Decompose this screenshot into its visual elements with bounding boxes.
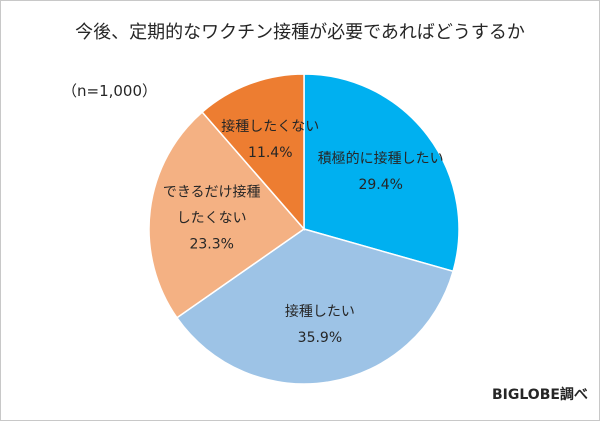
slice-category-label: したくない (177, 211, 247, 227)
slice-data-label: 接種したくない 11.4% (221, 118, 319, 161)
pie-slice (201, 73, 305, 232)
slice-data-label: できるだけ接種したくない 23.3% (163, 184, 261, 253)
pie-slice (148, 111, 306, 319)
slice-value-label: 29.4% (358, 177, 402, 193)
source-label: BIGLOBE調べ (492, 387, 588, 403)
slice-category-label: 積極的に接種したい (318, 150, 444, 167)
pie-slice (303, 73, 460, 273)
pie-slice (175, 228, 455, 385)
slice-value-label: 35.9% (298, 330, 342, 346)
slice-category-label: 接種したい (285, 303, 355, 320)
slice-data-label: 接種したい 35.9% (285, 303, 355, 346)
chart-title: 今後、定期的なワクチン接種が必要であればどうするか (75, 22, 525, 43)
sample-size-label: （n=1,000） (62, 82, 158, 100)
slice-category-label: 接種したくない (221, 118, 319, 135)
slice-data-label: 積極的に接種したい 29.4% (318, 150, 444, 193)
slice-value-label: 11.4% (248, 145, 292, 161)
slice-category-label: できるだけ接種 (163, 184, 261, 201)
slice-value-label: 23.3% (189, 237, 233, 253)
